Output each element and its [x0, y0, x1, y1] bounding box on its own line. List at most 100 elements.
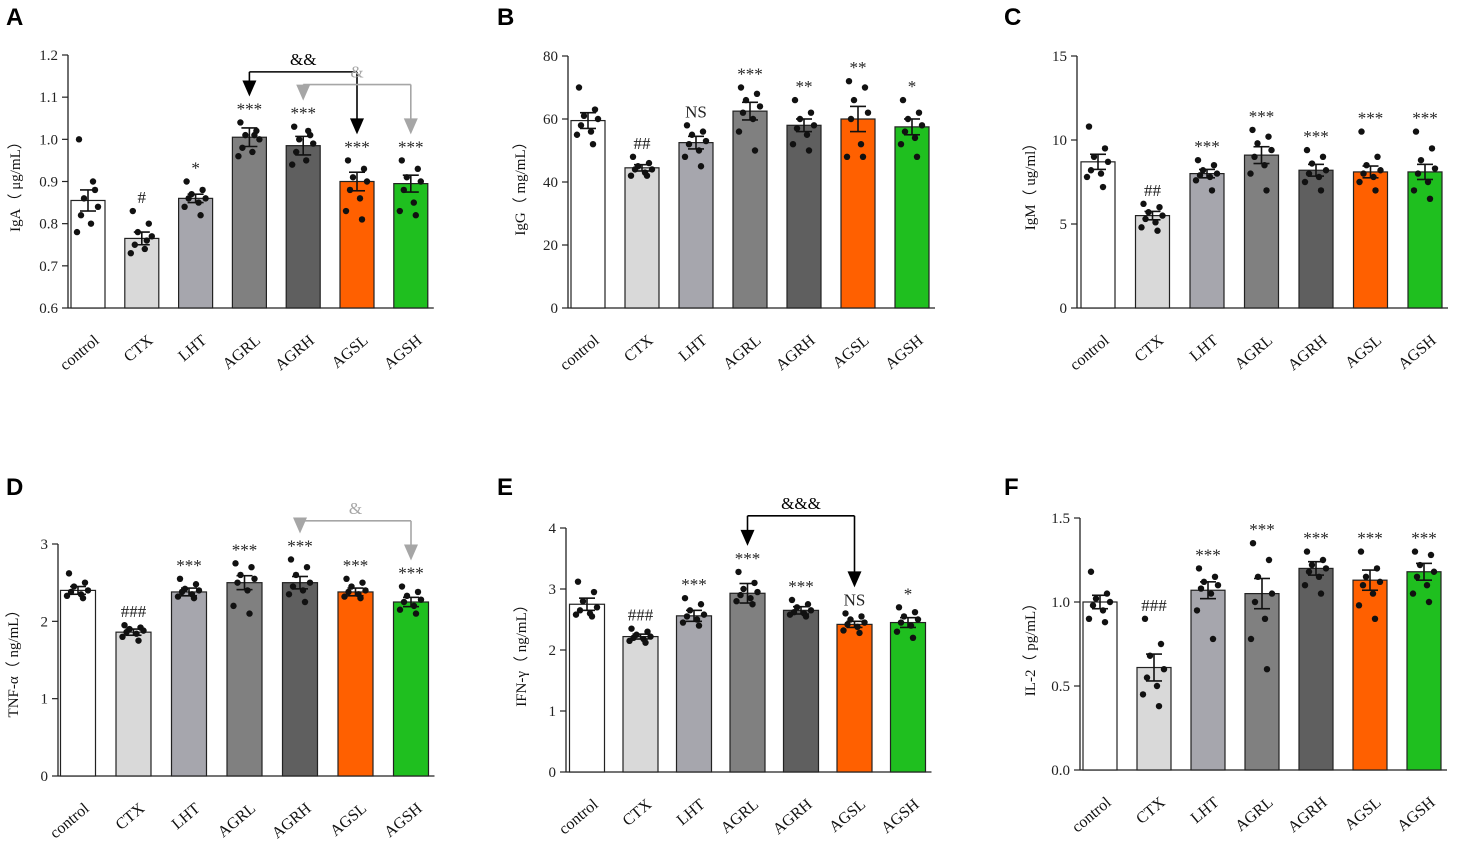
data-point [237, 571, 244, 579]
data-point [174, 593, 182, 600]
data-point [1206, 173, 1214, 181]
data-point [1363, 162, 1370, 169]
data-point [301, 598, 309, 606]
data-point [1193, 607, 1201, 614]
data-point [87, 220, 95, 227]
y-axis-label: IgM（ ug/ml） [1022, 136, 1039, 231]
data-point [1153, 682, 1161, 690]
category-label: AGRL [720, 332, 764, 373]
comparison-label: && [290, 50, 316, 69]
data-point [292, 571, 300, 579]
data-point [1192, 177, 1200, 184]
arrow-head [404, 544, 418, 561]
data-point [81, 579, 89, 586]
data-point [1097, 170, 1105, 177]
data-point [895, 604, 903, 611]
comparison-label: & [349, 499, 362, 518]
data-point [700, 611, 708, 618]
data-point [202, 195, 209, 202]
category-label: AGRL [220, 332, 264, 373]
comparison-bracket: &&& [740, 494, 862, 588]
category-label: AGSL [830, 332, 873, 372]
data-point [688, 131, 696, 138]
significance-label: *** [1194, 137, 1220, 156]
data-point [742, 96, 750, 104]
panel-letter: A [6, 4, 23, 31]
significance-label: *** [788, 577, 814, 596]
y-axis-label: IFN-γ（ ng/mL） [513, 597, 530, 707]
data-point [735, 568, 742, 576]
data-point [573, 131, 581, 138]
data-point [89, 178, 97, 185]
data-point [1154, 227, 1161, 234]
data-point [1428, 145, 1436, 152]
data-point [248, 564, 255, 571]
data-point [1261, 162, 1268, 169]
data-point [1247, 635, 1255, 643]
data-point [1194, 156, 1202, 164]
data-point [591, 106, 599, 113]
bar-agsl [1352, 579, 1388, 771]
data-point [1141, 615, 1149, 622]
data-point [1263, 187, 1270, 194]
data-point [289, 583, 297, 590]
data-point [791, 96, 799, 104]
data-point [306, 579, 314, 586]
data-point [341, 593, 348, 600]
y-tick-label: 0.9 [39, 175, 58, 191]
data-point [1423, 582, 1431, 589]
significance-label: *** [237, 99, 263, 118]
data-point [417, 178, 424, 185]
data-point [904, 115, 912, 123]
data-point [1157, 640, 1165, 648]
data-point [1152, 219, 1159, 226]
data-point [854, 623, 861, 631]
category-label: AGSL [1342, 332, 1385, 372]
data-point [802, 613, 810, 620]
category-label: AGRH [770, 796, 816, 838]
data-point [643, 172, 651, 179]
data-point [749, 115, 757, 123]
data-point [1360, 170, 1367, 177]
data-point [893, 628, 901, 635]
data-point [579, 598, 587, 605]
data-point [256, 136, 263, 143]
y-tick-label: 4 [549, 521, 557, 537]
data-point [1426, 195, 1434, 202]
arrow-head [740, 529, 755, 546]
data-point [627, 172, 635, 179]
data-point [907, 622, 915, 629]
data-point [244, 587, 251, 594]
data-point [1355, 602, 1363, 609]
bar-agsl [1352, 171, 1389, 309]
significance-label: NS [844, 590, 866, 609]
data-point [796, 115, 804, 123]
significance-label: *** [290, 104, 316, 123]
data-point [850, 96, 858, 104]
data-point [754, 588, 761, 596]
comparison-bracket: && [242, 50, 364, 135]
category-label: LHT [1188, 794, 1223, 827]
data-point [349, 174, 357, 181]
significance-label: *** [1303, 529, 1329, 548]
data-point [1197, 585, 1205, 592]
data-point [1085, 615, 1093, 622]
data-point [1143, 674, 1151, 681]
data-point [1263, 666, 1271, 673]
data-point [403, 592, 411, 600]
data-point [1414, 170, 1422, 177]
category-label: AGSH [1394, 794, 1439, 835]
data-point [344, 157, 352, 164]
data-point [181, 203, 188, 210]
panel-letter: C [1004, 4, 1021, 31]
data-point [345, 588, 352, 596]
bar-agsh [393, 183, 429, 309]
data-point [735, 128, 743, 135]
category-label: AGRH [272, 332, 318, 374]
data-point [195, 587, 203, 594]
comparison-label: & [350, 63, 363, 82]
significance-label: *** [1412, 109, 1438, 128]
data-point [293, 148, 300, 156]
data-point [645, 159, 653, 167]
panel-letter: D [6, 474, 23, 501]
